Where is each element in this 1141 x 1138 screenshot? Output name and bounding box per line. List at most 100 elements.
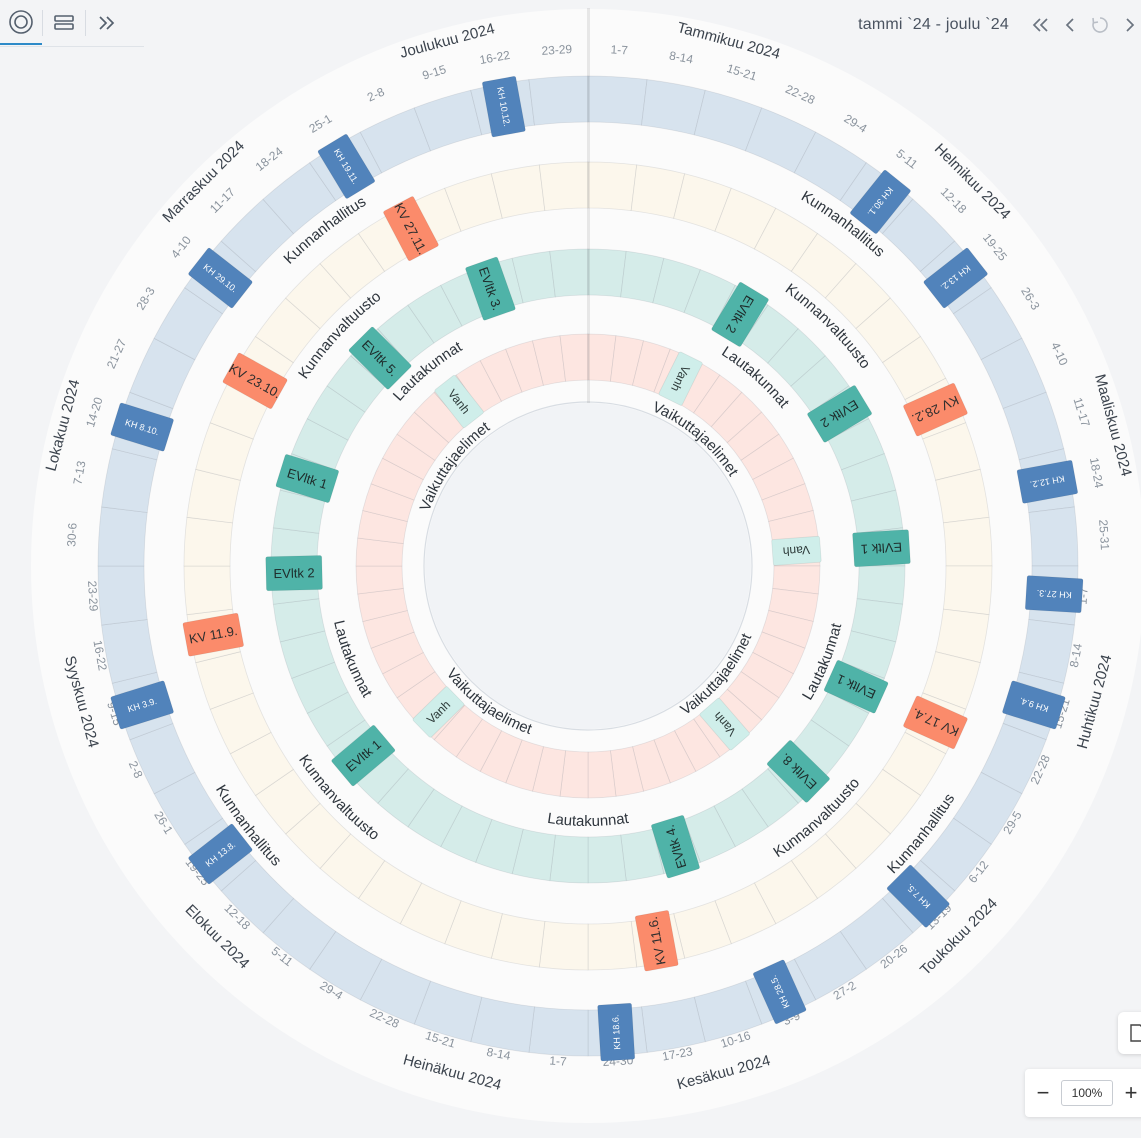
week-cell xyxy=(632,739,671,792)
circle-view-button[interactable] xyxy=(0,1,42,45)
zoom-out-button[interactable]: − xyxy=(1036,1080,1050,1105)
week-cell xyxy=(129,722,196,795)
event-ev[interactable]: EVltk 3. xyxy=(465,256,516,321)
week-label: 23-29 xyxy=(85,580,101,612)
event-ev[interactable]: EVltk 1 xyxy=(852,529,911,568)
week-cell xyxy=(559,333,589,382)
event-card xyxy=(465,256,516,321)
event-card xyxy=(903,382,968,437)
event-kv[interactable]: KV 23.10. xyxy=(222,352,288,409)
week-label: 23-29 xyxy=(541,42,573,58)
event-kv[interactable]: KV 11.9. xyxy=(182,612,244,657)
list-view-button[interactable] xyxy=(43,1,85,45)
week-cell xyxy=(101,619,158,684)
event-ev[interactable]: EVltk 1 xyxy=(275,454,340,503)
week-cell xyxy=(377,304,435,364)
event-kh[interactable]: KH 18.6. xyxy=(597,1002,636,1062)
week-cell xyxy=(262,897,337,970)
event-kh[interactable]: KH 8.10. xyxy=(110,402,174,452)
zoom-level-input[interactable] xyxy=(1061,1080,1113,1106)
next-period-button[interactable] xyxy=(1119,10,1141,40)
event-card xyxy=(1016,459,1079,504)
event-ev[interactable]: EVltk 2 xyxy=(711,281,769,348)
week-cell xyxy=(673,718,721,772)
week-cell xyxy=(942,516,993,567)
week-cell xyxy=(1018,619,1075,684)
week-cell xyxy=(319,833,386,900)
event-ev[interactable]: EVltk 2 xyxy=(807,385,873,443)
event-kh[interactable]: KH 30.1. xyxy=(850,169,912,234)
reset-period-button[interactable] xyxy=(1089,10,1111,40)
event-kh[interactable]: KH 13.8. xyxy=(188,823,253,885)
week-cell xyxy=(479,348,523,402)
event-kh[interactable]: KH 27.3. xyxy=(1024,575,1084,614)
event-card xyxy=(1002,680,1066,730)
ring-title-text: Lautakunnat xyxy=(546,810,630,830)
week-cell xyxy=(377,768,435,828)
week-label: 30-6 xyxy=(64,522,79,547)
week-cell xyxy=(279,630,336,679)
event-kh[interactable]: KH 29.10. xyxy=(188,247,253,309)
week-cell xyxy=(587,834,627,884)
week-cell xyxy=(101,448,158,513)
week-label: 9-15 xyxy=(421,62,448,83)
week-cell xyxy=(291,661,349,714)
week-cell xyxy=(370,631,424,675)
week-cell xyxy=(827,418,885,471)
event-card xyxy=(850,169,911,234)
event-kh[interactable]: KH 3.9. xyxy=(110,680,174,730)
event-card xyxy=(807,385,873,443)
event-va[interactable]: Vanh xyxy=(771,535,822,566)
week-cell xyxy=(455,360,503,414)
event-kv[interactable]: KV 11.6. xyxy=(634,910,679,972)
week-cell xyxy=(195,651,254,710)
event-card xyxy=(434,374,484,428)
week-cell xyxy=(511,828,556,882)
week-cell xyxy=(549,248,589,298)
first-period-button[interactable] xyxy=(1029,10,1051,40)
week-cell xyxy=(357,860,423,925)
week-cell xyxy=(753,207,819,272)
week-cell xyxy=(97,506,148,567)
week-cell xyxy=(980,722,1047,795)
divider xyxy=(42,10,43,36)
event-kh[interactable]: KH 28.5. xyxy=(752,959,807,1025)
event-kh[interactable]: KH 19.11. xyxy=(317,133,376,200)
event-card xyxy=(348,326,412,390)
event-card xyxy=(383,196,439,262)
week-cell xyxy=(714,882,777,945)
week-cell xyxy=(740,651,794,699)
week-cell xyxy=(455,718,503,772)
week-cell xyxy=(761,483,814,522)
week-cell xyxy=(767,328,826,387)
week-cell xyxy=(620,828,665,882)
week-cell xyxy=(630,164,686,219)
divider xyxy=(85,10,86,36)
list-view-icon xyxy=(54,15,74,30)
event-ev[interactable]: EVltk 1 xyxy=(823,659,889,714)
week-cell xyxy=(229,731,294,797)
event-va[interactable]: Vanh xyxy=(658,351,703,406)
event-card xyxy=(110,402,174,452)
event-kh[interactable]: KH 7.5. xyxy=(886,864,950,928)
event-card xyxy=(1024,575,1084,614)
event-va[interactable]: Vanh xyxy=(434,374,484,429)
event-card xyxy=(852,529,911,568)
event-ev[interactable]: EVltk 2 xyxy=(265,555,323,592)
zoom-in-button[interactable]: + xyxy=(1124,1080,1138,1105)
expand-panel-button[interactable] xyxy=(86,1,128,45)
event-text-group: KH 27.3. xyxy=(1036,588,1072,600)
event-kh[interactable]: KH 10.12. xyxy=(481,75,526,138)
event-card xyxy=(182,612,244,657)
event-card xyxy=(265,555,323,592)
week-cell xyxy=(693,980,763,1043)
event-kh[interactable]: KH 13.2. xyxy=(923,247,988,309)
event-kh[interactable]: KH 9.4. xyxy=(1002,680,1066,730)
week-cell xyxy=(942,565,993,616)
event-card xyxy=(317,133,376,199)
print-button[interactable] xyxy=(1118,1012,1141,1054)
event-kh[interactable]: KH 12.2. xyxy=(1016,459,1079,504)
previous-period-button[interactable] xyxy=(1059,10,1081,40)
event-ev[interactable]: EVltk 4. xyxy=(651,815,700,879)
event-ev[interactable]: EVltk 1 xyxy=(331,724,396,787)
